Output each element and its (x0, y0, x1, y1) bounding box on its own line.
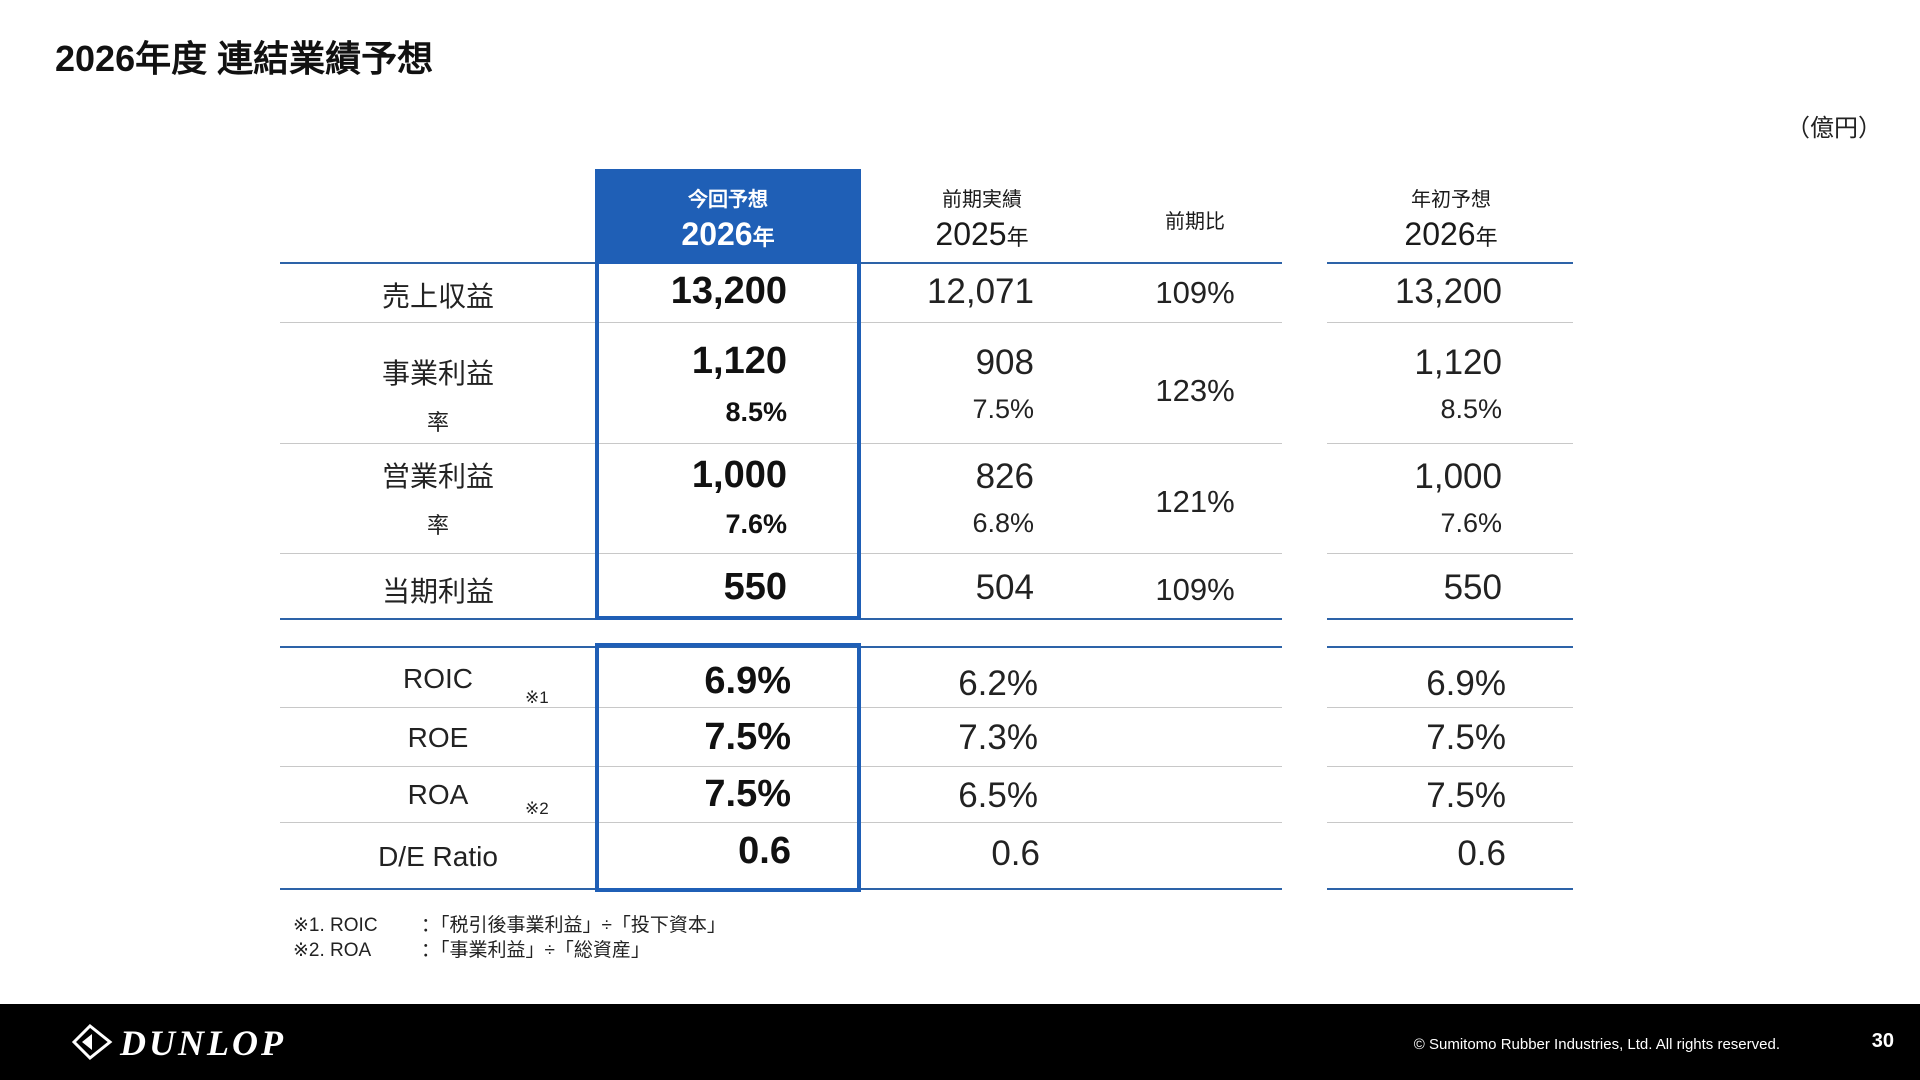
header-current-forecast: 今回予想 2026年 (595, 169, 861, 261)
header-initial-forecast: 年初予想 2026年 (1328, 169, 1574, 253)
page-title: 2026年度 連結業績予想 (55, 38, 434, 79)
ratio-net-profit: 109% (1155, 572, 1235, 607)
previous-operating-profit: 826 (975, 457, 1034, 496)
unit-label: （億円） (1786, 115, 1882, 142)
table-row-divider (280, 443, 1282, 444)
footnotes: ※1. ROIC ：「税引後事業利益」÷「投下資本」 ※2. ROA ：「事業利益」… (293, 913, 726, 963)
table-row-divider (1327, 766, 1573, 767)
dunlop-logo: DUNLOP (71, 1023, 286, 1063)
footnote-text: ：「税引後事業利益」÷「投下資本」 (421, 915, 726, 936)
current-operating-profit: 1,000 (691, 454, 787, 496)
current-business-profit-rate: 8.5% (725, 397, 787, 427)
previous-roe: 7.3% (958, 718, 1038, 757)
table-rule (280, 646, 1282, 648)
row-label-operating-profit-rate: 率 (426, 513, 449, 538)
header-previous-actual: 前期実績 2025年 (862, 169, 1102, 253)
header-yoy-ratio: 前期比 (1110, 169, 1280, 234)
copyright-text: © Sumitomo Rubber Industries, Ltd. All r… (1413, 1036, 1780, 1053)
page-number: 30 (1871, 1030, 1894, 1052)
current-revenue: 13,200 (670, 270, 787, 312)
initial-de-ratio: 0.6 (1457, 834, 1506, 873)
table-rule (1327, 888, 1573, 890)
row-label-revenue: 売上収益 (381, 281, 494, 312)
initial-roe: 7.5% (1426, 718, 1506, 757)
previous-roic: 6.2% (958, 664, 1038, 703)
previous-operating-profit-rate: 6.8% (972, 508, 1034, 538)
header-previous-year: 2025年 (935, 216, 1029, 252)
ratio-operating-profit: 121% (1155, 484, 1235, 519)
table-row-divider (280, 707, 1282, 708)
table-row-divider (1327, 443, 1573, 444)
table-row-divider (280, 322, 1282, 323)
current-business-profit: 1,120 (691, 340, 787, 382)
table-row-divider (280, 822, 1282, 823)
logo-text: DUNLOP (119, 1023, 286, 1063)
initial-business-profit: 1,120 (1414, 343, 1502, 382)
ratio-revenue: 109% (1155, 275, 1235, 310)
initial-operating-profit: 1,000 (1414, 457, 1502, 496)
current-roa: 7.5% (704, 773, 791, 815)
row-label-de-ratio: D/E Ratio (378, 841, 498, 872)
header-current-label: 今回予想 (688, 189, 768, 211)
current-roic: 6.9% (704, 660, 791, 702)
table-row-divider (280, 766, 1282, 767)
table-row-divider (1327, 553, 1573, 554)
footnote-item: ※2. ROA ：「事業利益」÷「総資産」 (293, 938, 726, 963)
header-initial-label: 年初予想 (1411, 189, 1491, 211)
row-label-roe: ROE (407, 722, 469, 753)
table-row-divider (1327, 822, 1573, 823)
ratio-business-profit: 123% (1155, 373, 1235, 408)
current-de-ratio: 0.6 (738, 830, 791, 872)
current-roe: 7.5% (704, 716, 791, 758)
previous-business-profit: 908 (975, 343, 1034, 382)
initial-net-profit: 550 (1443, 568, 1502, 607)
current-net-profit: 550 (723, 566, 787, 608)
table-rule (1327, 262, 1573, 264)
previous-revenue: 12,071 (926, 272, 1034, 311)
initial-revenue: 13,200 (1394, 272, 1502, 311)
row-label-business-profit: 事業利益 (381, 358, 494, 389)
table-row-divider (280, 553, 1282, 554)
initial-operating-profit-rate: 7.6% (1440, 508, 1502, 538)
current-column-highlight (595, 260, 861, 620)
initial-business-profit-rate: 8.5% (1440, 394, 1502, 424)
previous-roa: 6.5% (958, 776, 1038, 815)
previous-net-profit: 504 (975, 568, 1034, 607)
table-row-divider (1327, 707, 1573, 708)
table-row-divider (1327, 322, 1573, 323)
row-label-operating-profit: 営業利益 (381, 461, 494, 492)
current-column-highlight (595, 643, 861, 892)
initial-roic: 6.9% (1426, 664, 1506, 703)
row-label-roic: ROIC (403, 663, 473, 694)
previous-de-ratio: 0.6 (991, 834, 1040, 873)
row-label-net-profit: 当期利益 (381, 576, 494, 607)
footnote-item: ※1. ROIC ：「税引後事業利益」÷「投下資本」 (293, 913, 726, 938)
header-current-year: 2026年 (681, 216, 775, 252)
current-operating-profit-rate: 7.6% (725, 509, 787, 539)
table-rule (1327, 618, 1573, 620)
note-mark-roic: ※1 (525, 688, 549, 707)
table-rule (1327, 646, 1573, 648)
previous-business-profit-rate: 7.5% (972, 394, 1034, 424)
note-mark-roa: ※2 (525, 799, 549, 818)
footer-bar: DUNLOP © Sumitomo Rubber Industries, Ltd… (0, 1004, 1920, 1080)
row-label-roa: ROA (407, 779, 469, 810)
footnote-key: ※2. ROA (293, 940, 372, 961)
row-label-business-profit-rate: 率 (426, 410, 449, 435)
header-initial-year: 2026年 (1404, 216, 1498, 252)
header-ratio-label: 前期比 (1165, 211, 1225, 233)
footnote-key: ※1. ROIC (293, 915, 378, 936)
header-previous-label: 前期実績 (942, 189, 1022, 211)
initial-roa: 7.5% (1426, 776, 1506, 815)
footnote-text: ：「事業利益」÷「総資産」 (421, 940, 650, 961)
